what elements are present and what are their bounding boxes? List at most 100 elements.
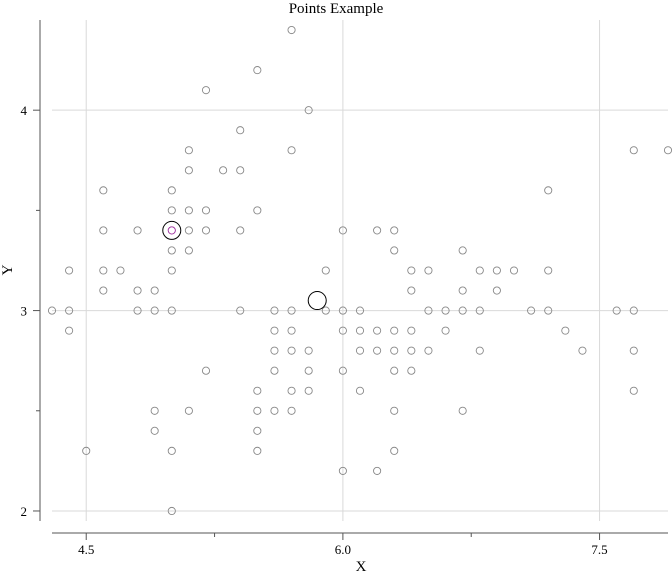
highlight-marker-ring	[162, 220, 182, 240]
data-point	[390, 326, 399, 335]
data-point	[150, 306, 159, 315]
y-axis-label: Y	[0, 264, 16, 275]
data-point	[150, 406, 159, 415]
data-point	[236, 226, 245, 235]
data-point	[338, 466, 347, 475]
data-point	[65, 306, 74, 315]
data-point	[287, 386, 296, 395]
data-point	[184, 166, 193, 175]
data-point	[236, 306, 245, 315]
data-point	[184, 246, 193, 255]
data-point	[390, 226, 399, 235]
data-point	[407, 266, 416, 275]
data-point	[629, 146, 638, 155]
data-point	[270, 406, 279, 415]
data-point	[304, 106, 313, 115]
gridlines	[52, 20, 668, 521]
data-point	[441, 306, 450, 315]
data-point	[424, 306, 433, 315]
data-point	[201, 366, 211, 375]
data-point	[390, 346, 399, 355]
data-point	[184, 406, 193, 415]
data-point	[304, 366, 313, 375]
data-point	[578, 346, 587, 355]
data-point	[287, 406, 296, 415]
data-point	[184, 206, 193, 215]
data-point	[424, 266, 433, 275]
y-tick-label: 4	[21, 103, 28, 118]
data-point	[458, 286, 467, 295]
data-point	[65, 326, 74, 335]
data-point	[167, 186, 176, 195]
data-points	[47, 25, 672, 516]
data-point	[287, 306, 296, 315]
data-point	[355, 386, 365, 395]
chart-title: Points Example	[289, 1, 384, 17]
data-point	[475, 346, 484, 355]
highlighted-data-point	[167, 226, 176, 235]
y-tick-label: 2	[21, 504, 28, 519]
data-point	[390, 406, 399, 415]
data-point	[407, 346, 416, 355]
data-point	[201, 206, 211, 215]
data-point	[150, 286, 159, 295]
data-point	[167, 206, 176, 215]
data-point	[253, 206, 262, 215]
data-point	[184, 226, 193, 235]
data-point	[373, 326, 382, 335]
data-point	[629, 386, 638, 395]
data-point	[99, 266, 108, 275]
data-point	[304, 346, 313, 355]
data-point	[47, 306, 57, 315]
data-point	[201, 86, 211, 95]
data-point	[407, 366, 416, 375]
data-point	[663, 146, 672, 155]
data-point	[373, 226, 382, 235]
data-point	[407, 326, 416, 335]
data-point	[304, 386, 313, 395]
data-point	[390, 446, 399, 455]
data-point	[184, 146, 193, 155]
x-tick-label: 4.5	[78, 542, 94, 557]
data-point	[424, 346, 433, 355]
data-point	[544, 186, 553, 195]
x-tick-label: 6.0	[335, 542, 351, 557]
data-point	[99, 286, 108, 295]
data-point	[99, 226, 108, 235]
data-point	[561, 326, 570, 335]
data-point	[270, 306, 279, 315]
data-point	[201, 226, 211, 235]
data-point	[270, 366, 279, 375]
data-point	[373, 466, 382, 475]
data-point	[287, 25, 296, 35]
highlight-marker-ring	[307, 291, 327, 311]
y-tick-label: 3	[21, 304, 28, 319]
data-point	[287, 346, 296, 355]
data-point	[509, 266, 519, 275]
data-point	[338, 326, 347, 335]
data-point	[321, 266, 330, 275]
highlight-markers	[162, 220, 327, 311]
data-point	[167, 506, 176, 516]
data-point	[390, 366, 399, 375]
data-point	[390, 246, 399, 255]
data-point	[475, 266, 484, 275]
data-point	[458, 246, 467, 255]
data-point	[99, 186, 108, 195]
data-point	[492, 286, 501, 295]
data-point	[321, 306, 330, 315]
data-point	[287, 146, 296, 155]
data-point	[150, 426, 159, 435]
data-point	[629, 306, 638, 315]
data-point	[407, 286, 416, 295]
data-point	[133, 306, 142, 315]
data-point	[629, 346, 638, 355]
data-point	[133, 226, 142, 235]
data-point	[612, 306, 621, 315]
data-point	[253, 426, 262, 435]
x-axis-label: X	[356, 559, 367, 575]
data-point	[167, 306, 176, 315]
data-point	[492, 266, 501, 275]
axes	[39, 20, 668, 534]
